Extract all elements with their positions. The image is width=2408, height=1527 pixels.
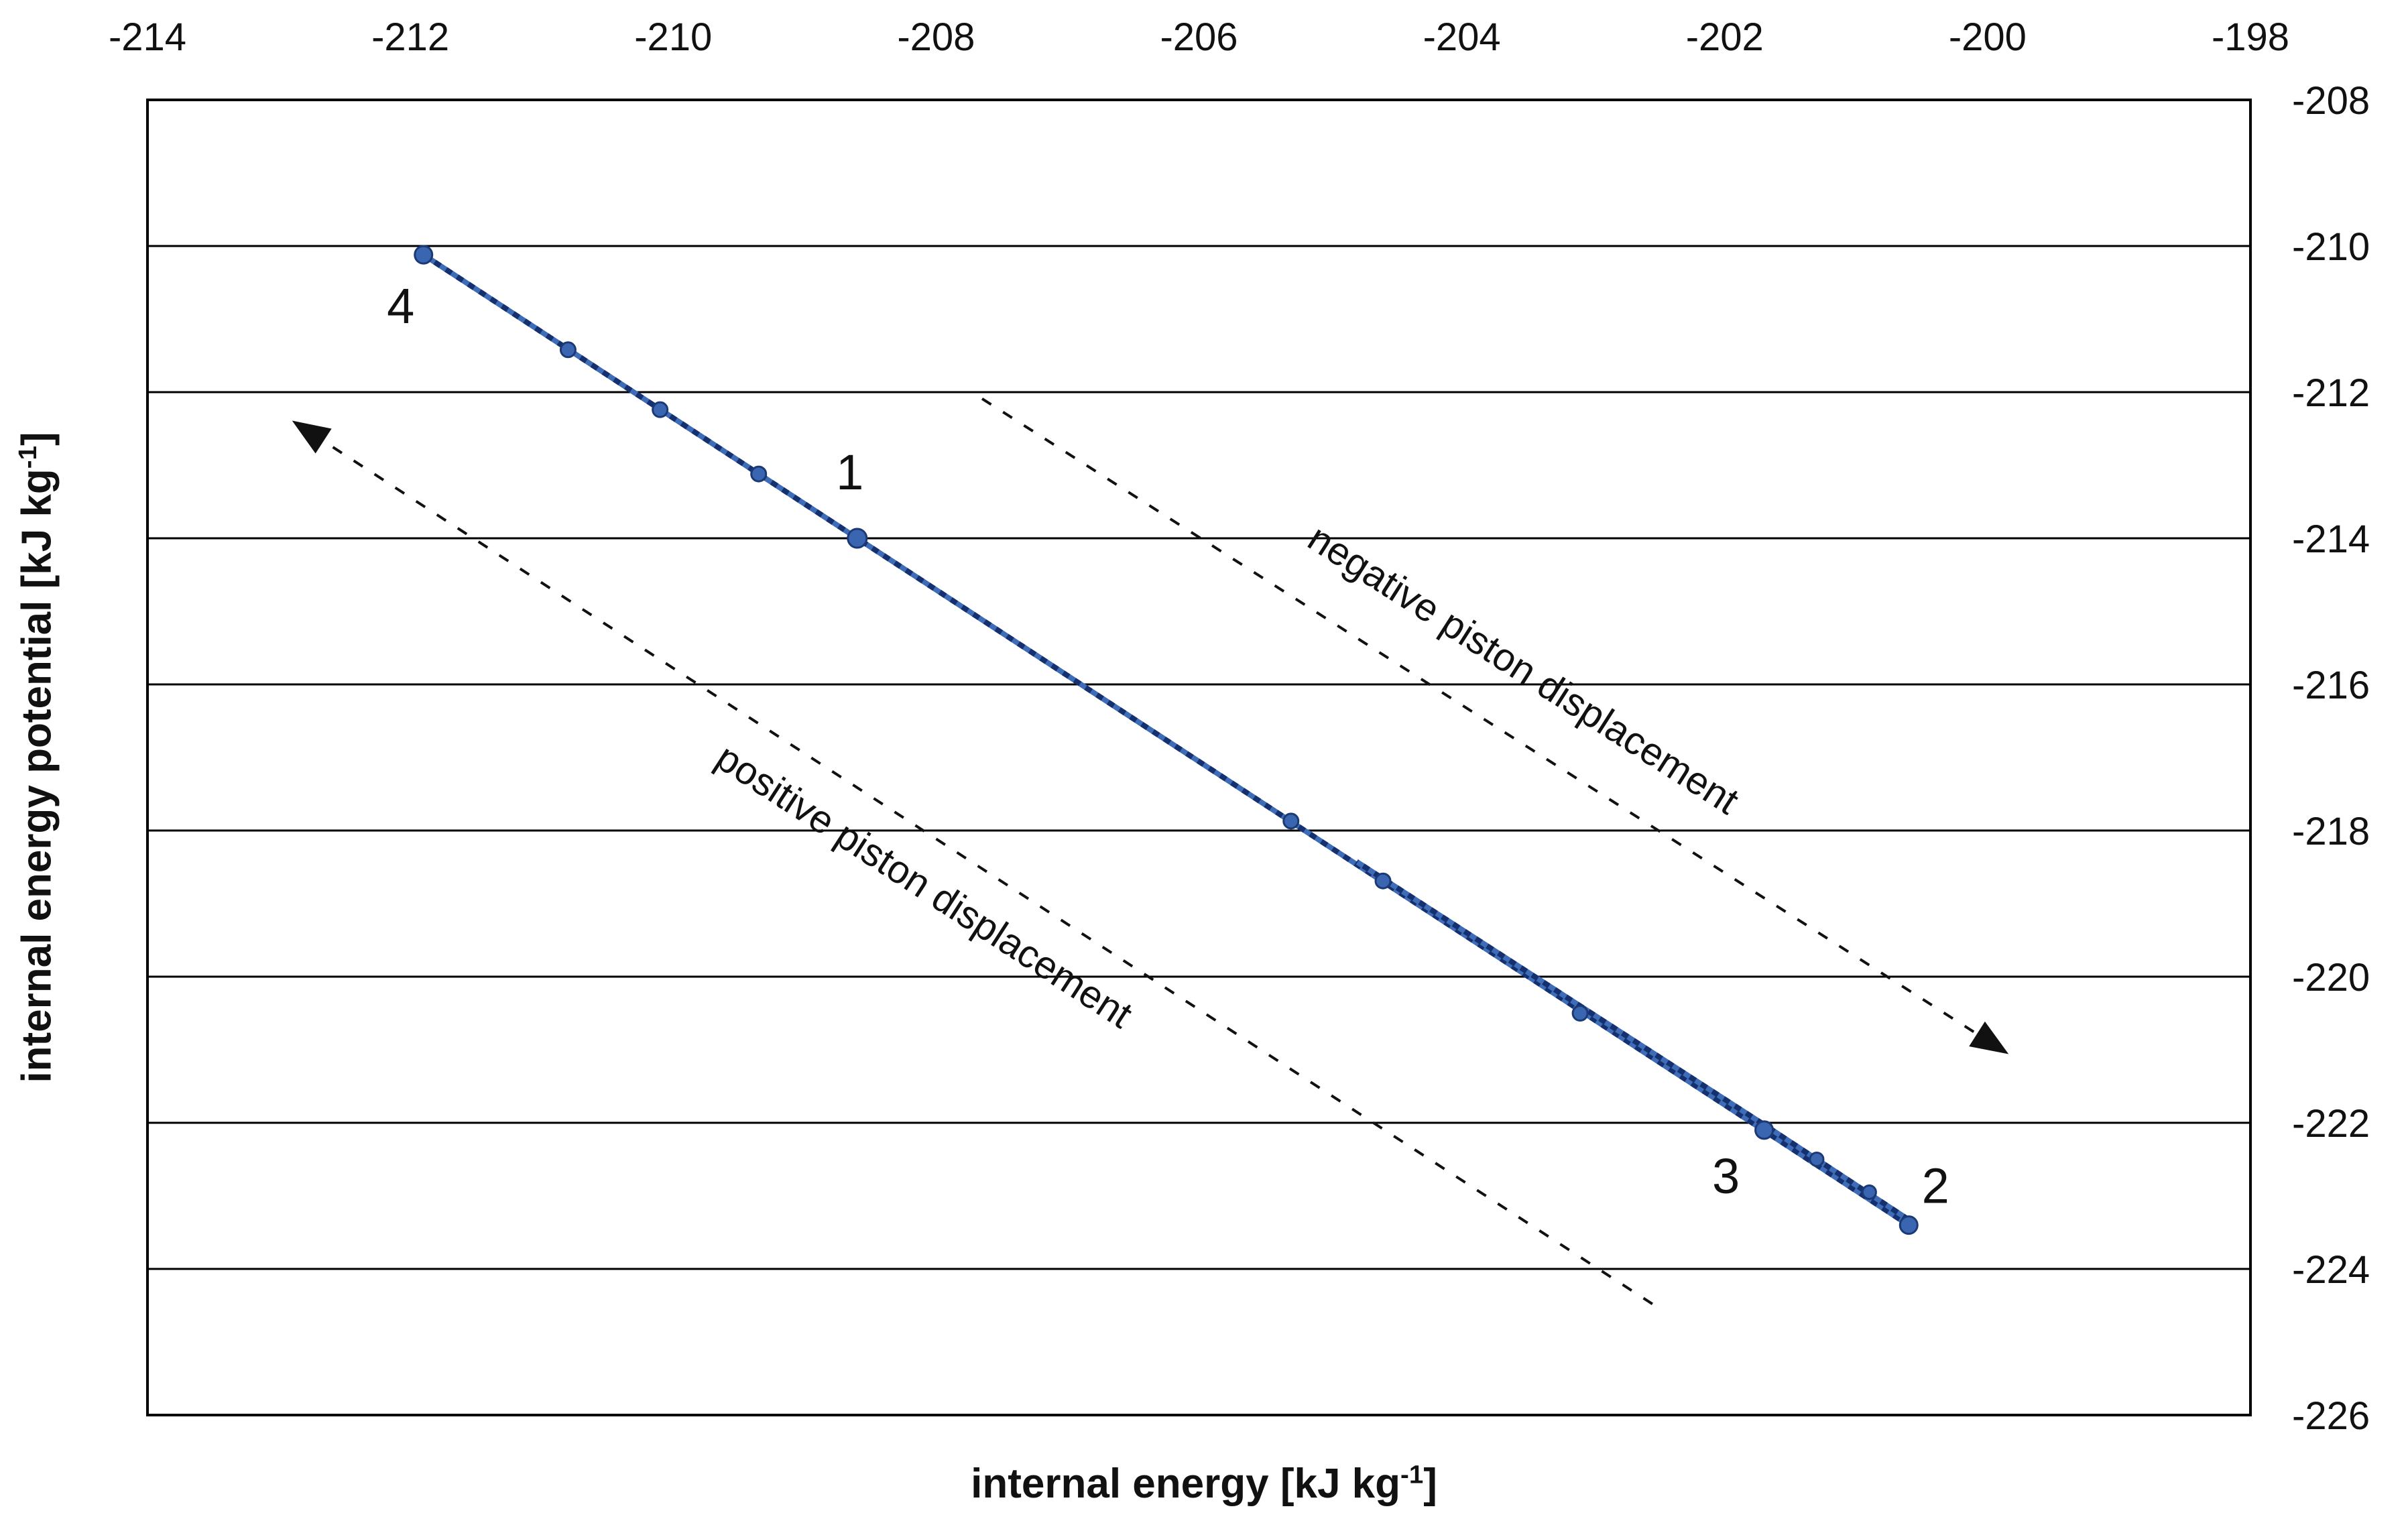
y-axis-title-sup: -1 xyxy=(13,446,42,469)
y-axis-title: internal energy potential [kJ kg-1] xyxy=(13,432,61,1083)
data-point-state-4 xyxy=(414,245,434,265)
data-point xyxy=(559,341,577,359)
y-tick-label: -224 xyxy=(2292,1248,2370,1292)
data-point-state-3 xyxy=(1754,1120,1774,1140)
data-point xyxy=(1809,1152,1825,1167)
data-point xyxy=(750,465,768,483)
state-number-label: 3 xyxy=(1712,1148,1740,1204)
data-point xyxy=(1571,1005,1589,1022)
x-tick-label: -210 xyxy=(634,15,712,59)
y-tick-label: -222 xyxy=(2292,1102,2370,1146)
y-tick-label: -218 xyxy=(2292,810,2370,853)
y-tick-label: -212 xyxy=(2292,371,2370,415)
arrowhead-icon xyxy=(1969,1021,2009,1054)
y-axis-title-close: ] xyxy=(13,432,60,446)
data-point xyxy=(1282,812,1300,830)
state-number-label: 1 xyxy=(836,444,863,500)
x-tick-label: -198 xyxy=(2212,15,2289,59)
x-tick-label: -212 xyxy=(371,15,449,59)
x-axis-title-sup: -1 xyxy=(1400,1460,1424,1489)
arrowhead-icon xyxy=(292,420,332,454)
y-tick-label: -214 xyxy=(2292,517,2370,561)
y-tick-label: -220 xyxy=(2292,956,2370,999)
data-point-state-1 xyxy=(847,528,868,549)
y-tick-label: -208 xyxy=(2292,79,2370,123)
data-point xyxy=(1374,872,1392,890)
state-number-label: 4 xyxy=(387,278,414,334)
data-point-state-2 xyxy=(1899,1215,1919,1235)
x-axis-title: internal energy [kJ kg-1] xyxy=(0,1460,2408,1508)
y-tick-label: -226 xyxy=(2292,1394,2370,1438)
state-number-label: 2 xyxy=(1922,1158,1949,1214)
piston-displacement-label: negative piston displacement xyxy=(1301,516,1746,823)
data-point xyxy=(652,401,669,418)
x-tick-label: -202 xyxy=(1686,15,1764,59)
piston-displacement-label: positive piston displacement xyxy=(709,735,1140,1037)
x-axis-title-close: ] xyxy=(1423,1461,1437,1507)
cycle-line-dots xyxy=(1355,859,1911,1222)
piston-displacement-arrow-line xyxy=(317,436,1654,1305)
y-tick-label: -216 xyxy=(2292,664,2370,707)
cycle-line-dots xyxy=(422,252,1911,1227)
y-axis-title-text: internal energy potential [kJ kg xyxy=(13,469,60,1083)
data-point xyxy=(1861,1184,1877,1201)
x-tick-label: -206 xyxy=(1160,15,1238,59)
x-tick-label: -200 xyxy=(1949,15,2027,59)
x-tick-label: -214 xyxy=(109,15,186,59)
x-tick-label: -208 xyxy=(897,15,975,59)
x-tick-label: -204 xyxy=(1423,15,1501,59)
plot-border xyxy=(146,99,2252,1416)
x-axis-title-text: internal energy [kJ kg xyxy=(971,1461,1401,1507)
y-tick-label: -210 xyxy=(2292,225,2370,269)
